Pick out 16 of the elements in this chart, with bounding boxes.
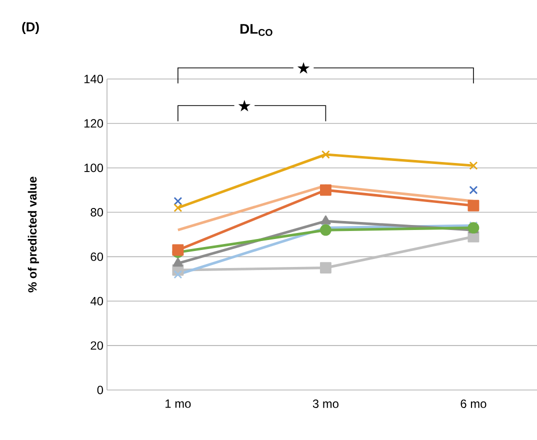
x-tick-label: 3 mo [312, 400, 338, 408]
x-tick-label: 1 mo [166, 400, 191, 408]
y-tick-label: 40 [90, 296, 104, 306]
annotation: ★ [238, 100, 251, 112]
x-tick-label: 6 mo [460, 400, 486, 408]
y-tick-label: 0 [97, 386, 104, 394]
y-tick-label: 120 [84, 119, 104, 128]
text: (D) [22, 22, 39, 34]
chart-title: DL$_{CO}$ [240, 24, 272, 36]
y-tick-label: 60 [90, 252, 104, 261]
text: ★ [297, 62, 310, 74]
y-tick-label: 140 [84, 74, 104, 84]
y-tick-label: 100 [84, 164, 104, 172]
y-tick-label: 20 [90, 341, 104, 350]
y-tick-label: 80 [90, 208, 104, 216]
y-axis-title: % of predicted value [28, 176, 39, 292]
